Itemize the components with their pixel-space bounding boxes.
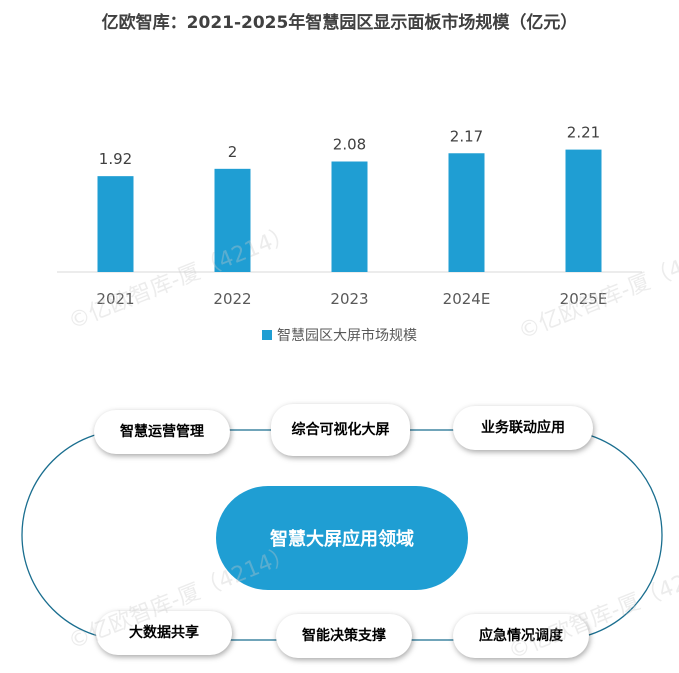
value-label-2021: 1.92: [99, 150, 132, 168]
bar-2022: [214, 168, 251, 272]
bar-2023: [331, 161, 368, 272]
x-tick-2022: 2022: [213, 290, 251, 308]
center-node: 智慧大屏应用领域: [216, 486, 468, 590]
node-operations-management: 智慧运营管理: [94, 410, 230, 454]
legend-label: 智慧园区大屏市场规模: [277, 328, 417, 344]
bar-2021: [97, 176, 134, 272]
x-tick-2025E: 2025E: [560, 290, 608, 308]
value-label-2022: 2: [228, 143, 238, 161]
chart-legend: 智慧园区大屏市场规模: [0, 325, 679, 345]
value-label-2023: 2.08: [333, 136, 366, 154]
bar-2024E: [448, 153, 485, 272]
legend-swatch: [262, 330, 272, 340]
value-label-2024E: 2.17: [450, 127, 483, 145]
node-business-linkage: 业务联动应用: [453, 406, 593, 450]
x-tick-2021: 2021: [96, 290, 134, 308]
node-big-data-sharing: 大数据共享: [96, 611, 232, 655]
x-tick-2023: 2023: [330, 290, 368, 308]
x-tick-2024E: 2024E: [443, 290, 491, 308]
node-decision-support: 智能决策支撑: [276, 614, 412, 658]
chart-title: 亿欧智库：2021-2025年智慧园区显示面板市场规模（亿元）: [101, 13, 578, 33]
value-label-2025E: 2.21: [567, 124, 600, 142]
bar-2025E: [565, 149, 602, 272]
node-visualization-screen: 综合可视化大屏: [271, 404, 410, 456]
node-emergency-dispatch: 应急情况调度: [453, 614, 589, 658]
bar-chart: 1.92 2021 2 2022 2.08 2023 2.17 2024E 2.21 2025E: [57, 124, 642, 308]
